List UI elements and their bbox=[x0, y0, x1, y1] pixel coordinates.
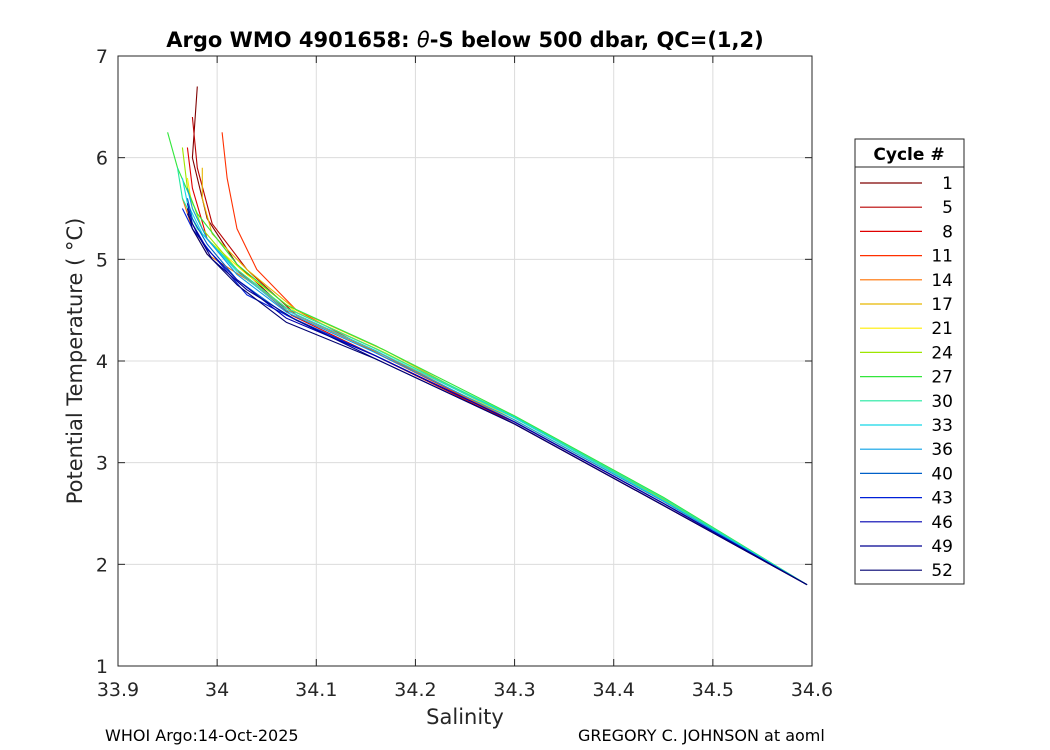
footer-author: GREGORY C. JOHNSON at aoml bbox=[578, 726, 825, 745]
legend: Cycle # 1 5 8 11 14 17 21 24 27 30 33 36 40 43 46 49 52 bbox=[854, 138, 965, 585]
legend-label-cycle-49: 49 bbox=[931, 537, 953, 557]
chart-title: Argo WMO 4901658: θ-S below 500 dbar, QC… bbox=[166, 28, 763, 52]
legend-label-cycle-43: 43 bbox=[931, 489, 953, 509]
x-tick-label: 34 bbox=[205, 679, 229, 701]
x-tick-label: 34.5 bbox=[692, 679, 734, 701]
grid-lines bbox=[118, 56, 812, 666]
series-line-cycle-27 bbox=[167, 132, 808, 586]
footer-source: WHOI Argo:14-Oct-2025 bbox=[105, 726, 299, 745]
legend-label-cycle-40: 40 bbox=[931, 464, 953, 484]
legend-label-cycle-8: 8 bbox=[942, 222, 953, 242]
series-line-cycle-33 bbox=[181, 177, 808, 586]
legend-label-cycle-27: 27 bbox=[931, 368, 953, 388]
series-line-cycle-30 bbox=[176, 167, 808, 586]
y-tick-label: 5 bbox=[96, 249, 108, 271]
x-tick-label: 34.4 bbox=[593, 679, 635, 701]
x-axis-label: Salinity bbox=[426, 705, 504, 729]
legend-items: 1 5 8 11 14 17 21 24 27 30 33 36 40 43 46 49 52 bbox=[860, 174, 953, 581]
legend-label-cycle-52: 52 bbox=[931, 561, 953, 581]
legend-label-cycle-21: 21 bbox=[931, 319, 953, 339]
y-tick-label: 3 bbox=[96, 453, 108, 475]
x-tick-label: 34.2 bbox=[394, 679, 436, 701]
y-tick-label: 4 bbox=[96, 351, 108, 373]
x-tick-label: 34.3 bbox=[493, 679, 535, 701]
y-tick-label: 2 bbox=[96, 554, 108, 576]
legend-label-cycle-1: 1 bbox=[942, 174, 953, 194]
data-series bbox=[167, 86, 808, 586]
x-tick-label: 34.6 bbox=[791, 679, 833, 701]
y-axis-label: Potential Temperature ( °C) bbox=[63, 218, 87, 505]
legend-label-cycle-17: 17 bbox=[931, 295, 953, 315]
legend-label-cycle-30: 30 bbox=[931, 392, 953, 412]
legend-label-cycle-46: 46 bbox=[931, 513, 953, 533]
series-line-cycle-36 bbox=[186, 188, 808, 586]
legend-title: Cycle # bbox=[873, 145, 944, 165]
y-tick-label: 1 bbox=[96, 656, 108, 678]
legend-label-cycle-11: 11 bbox=[931, 247, 953, 267]
series-line-cycle-46 bbox=[186, 203, 808, 586]
legend-box bbox=[854, 138, 965, 585]
x-tick-label: 34.1 bbox=[295, 679, 337, 701]
legend-label-cycle-14: 14 bbox=[931, 271, 953, 291]
series-line-cycle-52 bbox=[186, 208, 808, 586]
legend-label-cycle-36: 36 bbox=[931, 440, 953, 460]
legend-label-cycle-5: 5 bbox=[942, 198, 953, 218]
legend-label-cycle-33: 33 bbox=[931, 416, 953, 436]
y-tick-label: 7 bbox=[96, 46, 108, 68]
legend-label-cycle-24: 24 bbox=[931, 343, 953, 363]
x-tick-label: 33.9 bbox=[97, 679, 139, 701]
y-tick-label: 6 bbox=[96, 148, 108, 170]
